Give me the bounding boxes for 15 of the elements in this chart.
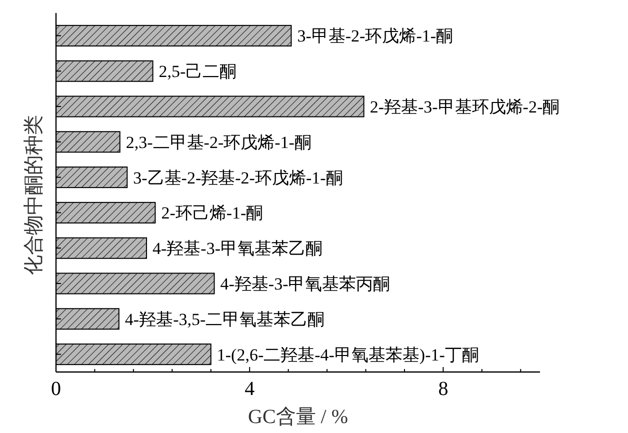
y-tick-label: 2-羟基-3-甲基环戊烯-2-酮 bbox=[370, 98, 560, 116]
y-tick-label: 1-(2,6-二羟基-4-甲氧基苯基)-1-丁酮 bbox=[216, 345, 479, 364]
x-tick-label: 8 bbox=[438, 378, 448, 400]
x-axis-title: GC含量 / % bbox=[248, 406, 348, 428]
y-tick-label: 4-羟基-3,5-二甲氧基苯乙酮 bbox=[124, 310, 325, 329]
y-tick-label: 3-乙基-2-羟基-2-环戊烯-1-酮 bbox=[133, 168, 343, 188]
y-tick-label: 2-环己烯-1-酮 bbox=[161, 204, 264, 223]
y-tick-label: 4-羟基-3-甲氧基苯丙酮 bbox=[220, 274, 390, 294]
y-tick-label: 3-甲基-2-环戊烯-1-酮 bbox=[297, 26, 454, 46]
x-tick-label: 0 bbox=[51, 378, 61, 400]
y-tick-label: 2,5-己二酮 bbox=[158, 62, 237, 82]
y-tick-label: 4-羟基-3-甲氧基苯乙酮 bbox=[152, 239, 322, 258]
x-tick-label: 4 bbox=[244, 378, 255, 400]
y-axis-title: 化合物中酮的种类 bbox=[23, 115, 45, 275]
y-tick-label: 2,3-二甲基-2-环戊烯-1-酮 bbox=[126, 132, 312, 152]
